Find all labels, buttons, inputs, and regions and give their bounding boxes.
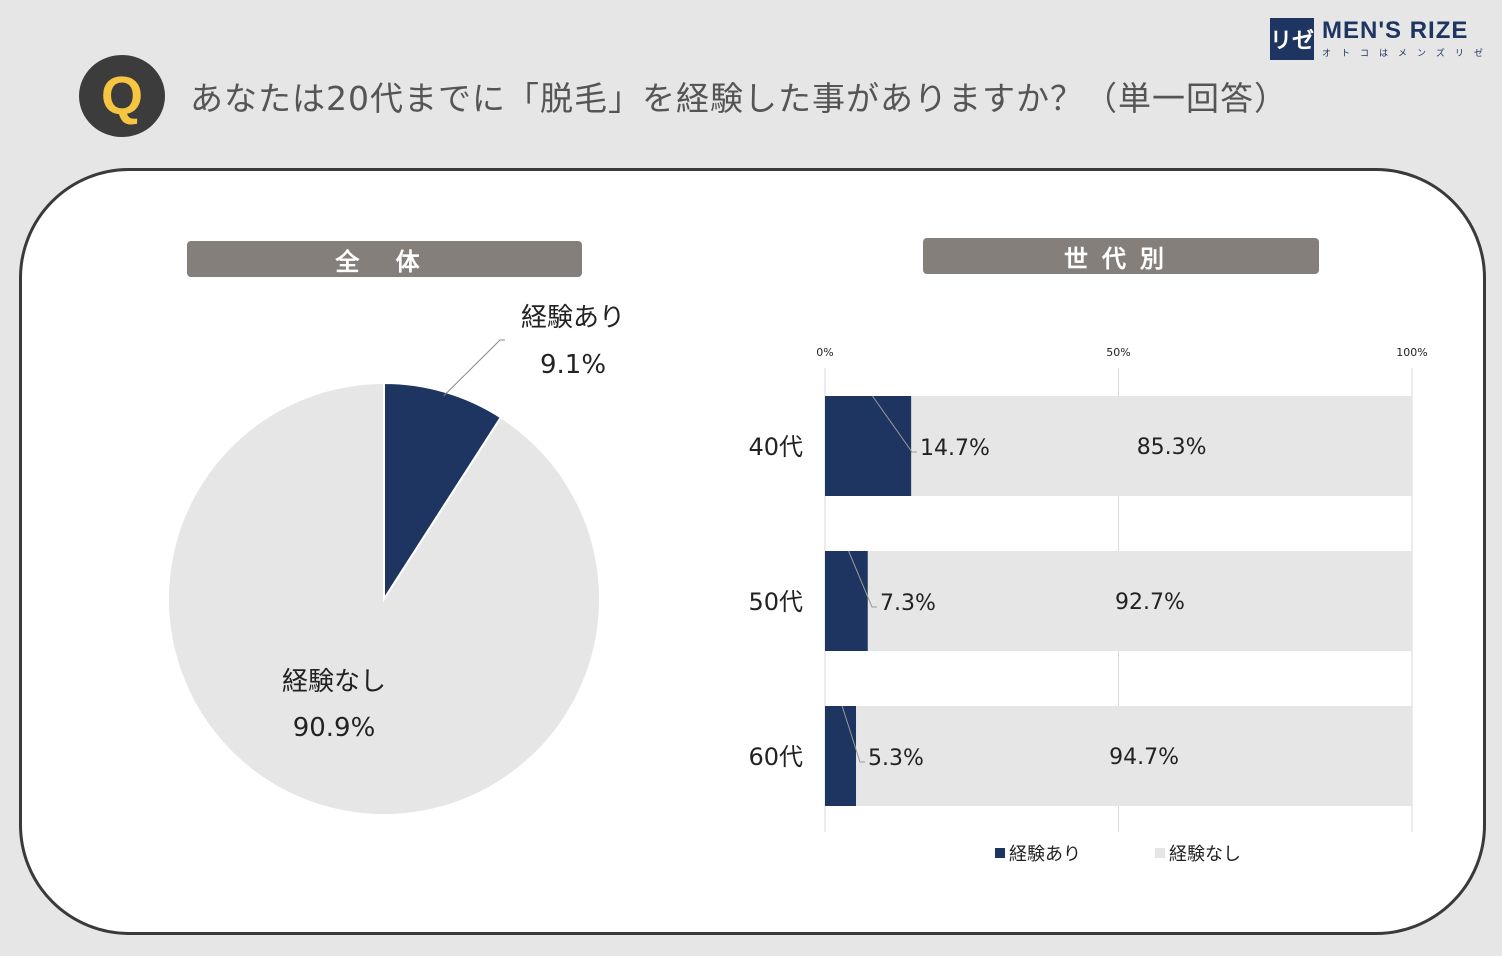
- bar-no-50代: [867, 551, 1412, 651]
- brand-tagline: オトコはメンズリゼ: [1322, 49, 1493, 59]
- tick-label-50: 50%: [1106, 346, 1130, 359]
- brand-logo: リゼ MEN'S RIZE オトコはメンズリゼ: [1270, 18, 1493, 60]
- legend-swatch-no: [1155, 848, 1165, 858]
- bar-yes-40代: [825, 396, 912, 496]
- bar-leader-60代: [841, 705, 865, 763]
- bar-label-no-40代: 85.3%: [1137, 435, 1207, 460]
- bar-leader-40代: [872, 395, 917, 453]
- bar-label-yes-50代: 7.3%: [880, 591, 936, 616]
- bar-label-yes-40代: 14.7%: [920, 436, 990, 461]
- bar-label-yes-60代: 5.3%: [868, 746, 924, 771]
- category-label-60代: 60代: [748, 743, 803, 771]
- bar-yes-60代: [825, 706, 857, 806]
- pie-label-yes: 経験あり: [521, 303, 625, 333]
- legend-swatch-yes: [995, 848, 1005, 858]
- brand-name: MEN'S RIZE: [1322, 17, 1469, 44]
- bar-no-40代: [911, 396, 1412, 496]
- category-label-40代: 40代: [748, 433, 803, 461]
- pie-slice-yes: [383, 381, 503, 603]
- question-badge: Q: [79, 55, 165, 137]
- bar-leader-50代: [848, 550, 877, 608]
- pie-value-yes: 9.1%: [540, 350, 606, 380]
- legend-label-yes: 経験あり: [1009, 844, 1081, 865]
- legend-label-no: 経験なし: [1169, 844, 1241, 865]
- section-label-generation: 世代別: [923, 238, 1319, 274]
- section-label-overall: 全 体: [187, 241, 582, 277]
- bar-no-60代: [856, 706, 1412, 806]
- tick-label-0: 0%: [816, 346, 833, 359]
- category-label-50代: 50代: [748, 588, 803, 616]
- pie-leader-line: [443, 339, 505, 397]
- question-text: あなたは20代までに「脱毛」を経験した事がありますか？（単一回答）: [190, 79, 1288, 118]
- tick-label-100: 100%: [1396, 346, 1427, 359]
- pie-label-no: 経験なし: [282, 667, 386, 697]
- bar-label-no-60代: 94.7%: [1109, 745, 1179, 770]
- brand-mark: リゼ: [1270, 18, 1314, 60]
- bar-yes-50代: [825, 551, 868, 651]
- bar-label-no-50代: 92.7%: [1115, 590, 1185, 615]
- pie-value-no: 90.9%: [293, 713, 376, 743]
- pie-slice-no: [167, 381, 601, 816]
